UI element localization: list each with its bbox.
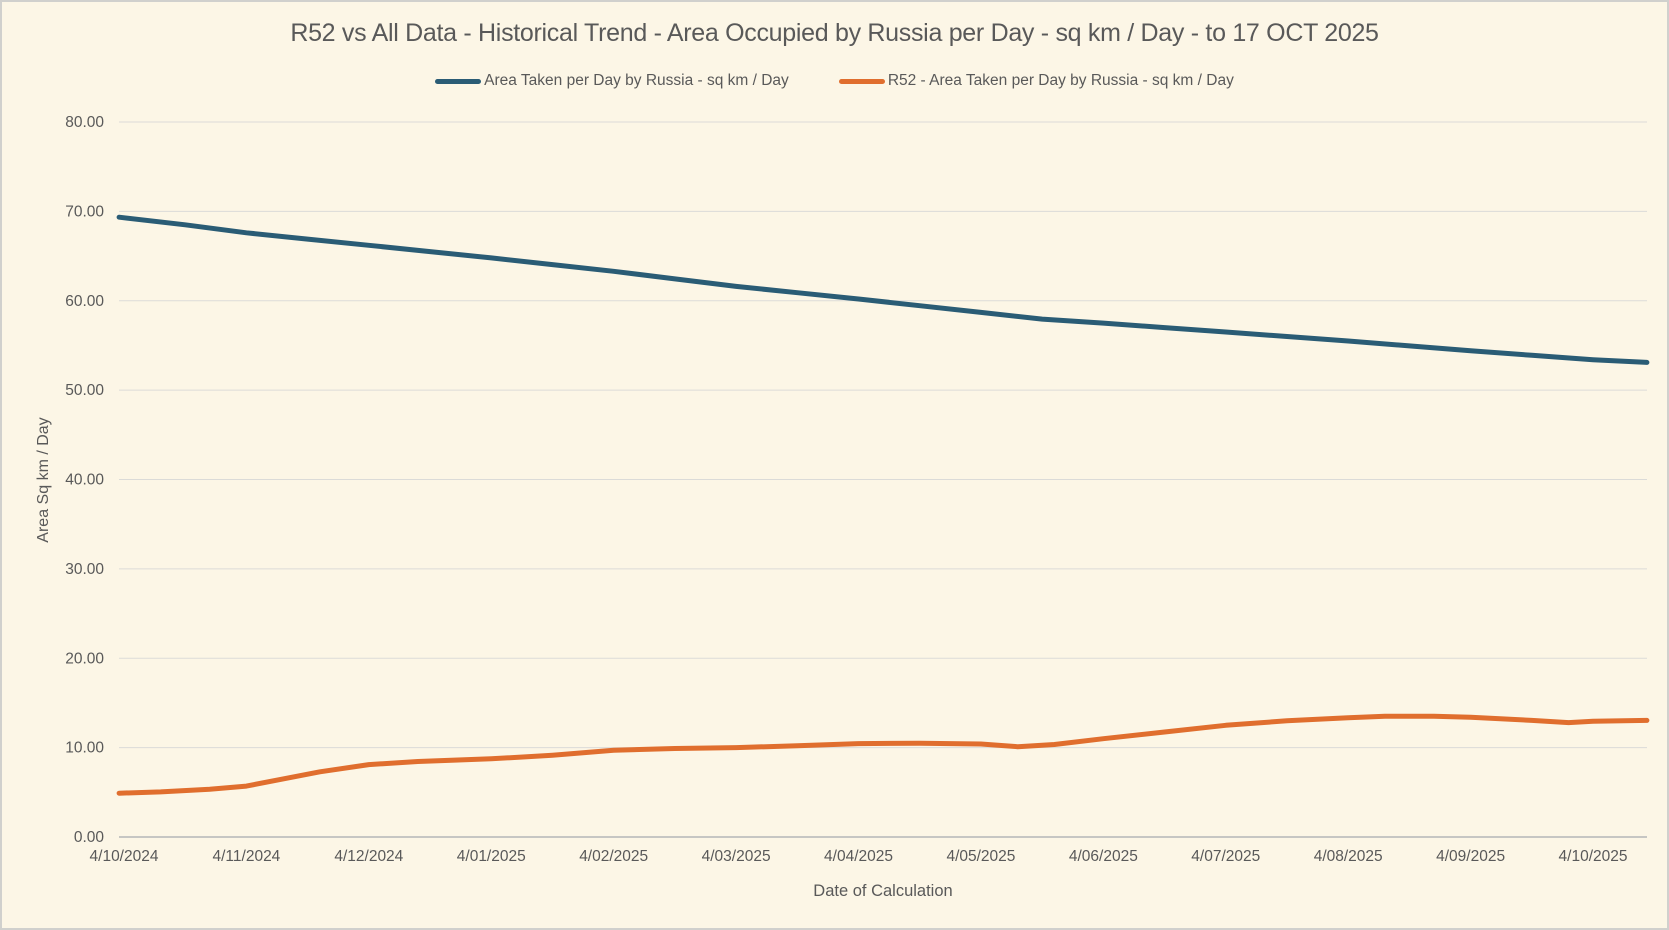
x-tick-label: 4/06/2025 [1069,848,1138,865]
x-tick-label: 4/01/2025 [457,848,526,865]
legend-item-r52: R52 - Area Taken per Day by Russia - sq … [838,72,1234,90]
y-tick-label: 80.00 [65,114,104,131]
x-tick-label: 4/02/2025 [579,848,648,865]
x-tick-label: 4/03/2025 [702,848,771,865]
legend-line-swatch-r52 [838,78,885,84]
x-tick-label: 4/11/2024 [213,848,281,865]
legend-label: Area Taken per Day by Russia - sq km / D… [484,72,789,89]
y-tick-label: 20.00 [65,650,104,667]
y-tick-label: 40.00 [65,472,104,489]
x-tick-label: 4/04/2025 [824,848,893,865]
y-tick-label: 70.00 [65,203,104,220]
x-tick-label: 4/07/2025 [1191,848,1260,865]
legend-label: R52 - Area Taken per Day by Russia - sq … [887,72,1234,89]
legend-line-swatch-all-data [435,78,482,84]
y-tick-label: 10.00 [65,740,104,757]
series-line-r52 [116,713,1650,796]
x-tick-label: 4/08/2025 [1314,848,1383,865]
y-tick-label: 50.00 [65,382,104,399]
chart-title: R52 vs All Data - Historical Trend - Are… [290,19,1379,47]
y-tick-label: 60.00 [65,293,104,310]
x-tick-label: 4/10/2025 [1559,848,1628,865]
y-axis-title: Area Sq km / Day [35,417,52,543]
x-tick-label: 4/12/2024 [334,848,403,865]
y-tick-label: 0.00 [74,829,105,846]
legend-item-all-data: Area Taken per Day by Russia - sq km / D… [435,72,789,90]
x-axis-title: Date of Calculation [813,882,953,900]
legend: Area Taken per Day by Russia - sq km / D… [2,72,1667,90]
x-tick-label: 4/05/2025 [946,848,1015,865]
x-tick-label: 4/09/2025 [1436,848,1505,865]
series-line-all-data [116,214,1650,365]
x-tick-label: 4/10/2024 [90,848,159,865]
y-tick-label: 30.00 [65,561,104,578]
